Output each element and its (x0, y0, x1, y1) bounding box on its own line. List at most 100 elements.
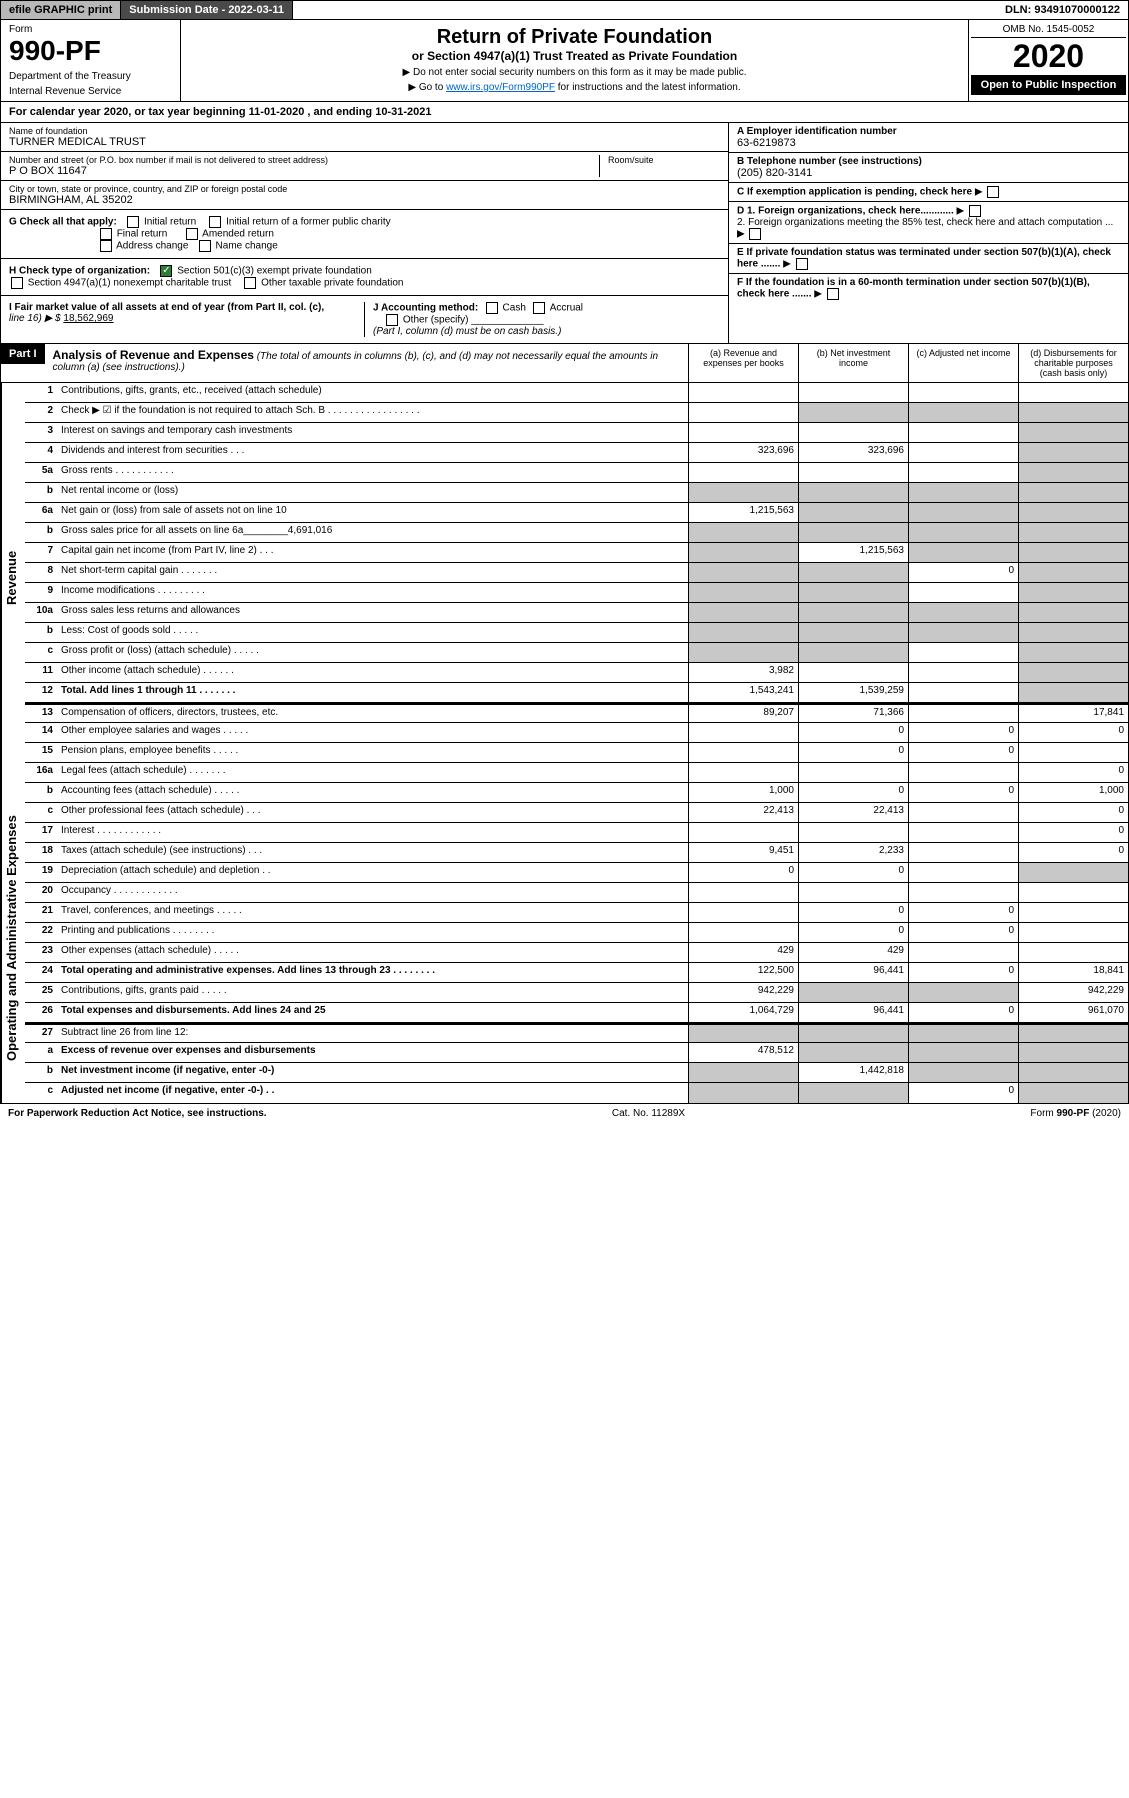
row-num: 13 (25, 705, 57, 722)
row-label: Contributions, gifts, grants, etc., rece… (57, 383, 688, 402)
j-note: (Part I, column (d) must be on cash basi… (373, 326, 561, 337)
cell-d: 17,841 (1018, 705, 1128, 722)
cb-initial-return[interactable] (127, 216, 139, 228)
cell-d (1018, 463, 1128, 482)
cell-c (908, 843, 1018, 862)
cell-d: 961,070 (1018, 1003, 1128, 1022)
cb-foreign-org[interactable] (969, 205, 981, 217)
g-name: Name change (216, 241, 278, 252)
cell-d (1018, 563, 1128, 582)
row-num: b (25, 623, 57, 642)
cb-amended-return[interactable] (186, 228, 198, 240)
table-row: 9Income modifications . . . . . . . . . (25, 583, 1128, 603)
cell-c (908, 383, 1018, 402)
cell-a (688, 743, 798, 762)
header-right: OMB No. 1545-0052 2020 Open to Public In… (968, 20, 1128, 101)
row-num: 9 (25, 583, 57, 602)
instruction-2: ▶ Go to www.irs.gov/Form990PF for instru… (187, 82, 962, 93)
form-header: Form 990-PF Department of the Treasury I… (0, 20, 1129, 102)
cb-terminated[interactable] (796, 258, 808, 270)
row-num: 26 (25, 1003, 57, 1022)
row-label: Net rental income or (loss) (57, 483, 688, 502)
cb-address-change[interactable] (100, 240, 112, 252)
j-label: J Accounting method: (373, 303, 478, 314)
cell-b: 22,413 (798, 803, 908, 822)
cell-d: 1,000 (1018, 783, 1128, 802)
cell-c (908, 583, 1018, 602)
cb-other-method[interactable] (386, 314, 398, 326)
h-501c3: Section 501(c)(3) exempt private foundat… (177, 266, 372, 277)
cb-60-month[interactable] (827, 288, 839, 300)
row-num: b (25, 1063, 57, 1082)
row-num: 14 (25, 723, 57, 742)
table-row: 1Contributions, gifts, grants, etc., rec… (25, 383, 1128, 403)
table-row: 19Depreciation (attach schedule) and dep… (25, 863, 1128, 883)
cell-d (1018, 503, 1128, 522)
row-label: Interest . . . . . . . . . . . . (57, 823, 688, 842)
h-4947: Section 4947(a)(1) nonexempt charitable … (28, 278, 231, 289)
row-num: 3 (25, 423, 57, 442)
cb-85-test[interactable] (749, 228, 761, 240)
cell-b (798, 603, 908, 622)
cell-a (688, 423, 798, 442)
cell-b (798, 983, 908, 1002)
table-row: 20Occupancy . . . . . . . . . . . . (25, 883, 1128, 903)
table-row: 8Net short-term capital gain . . . . . .… (25, 563, 1128, 583)
cb-other-taxable[interactable] (244, 277, 256, 289)
cell-b (798, 1025, 908, 1042)
cell-b (798, 1043, 908, 1062)
instr2-pre: ▶ Go to (408, 82, 446, 93)
row-label: Depreciation (attach schedule) and deple… (57, 863, 688, 882)
form990pf-link[interactable]: www.irs.gov/Form990PF (446, 82, 555, 93)
cell-d (1018, 483, 1128, 502)
h-label: H Check type of organization: (9, 266, 150, 277)
name-cell: Name of foundation TURNER MEDICAL TRUST (1, 123, 728, 152)
table-row: 25Contributions, gifts, grants paid . . … (25, 983, 1128, 1003)
row-num: 24 (25, 963, 57, 982)
cb-exemption-pending[interactable] (987, 186, 999, 198)
cell-d (1018, 443, 1128, 462)
info-right: A Employer identification number 63-6219… (728, 123, 1128, 343)
omb-number: OMB No. 1545-0052 (971, 22, 1126, 38)
cell-c: 0 (908, 903, 1018, 922)
cell-a (688, 523, 798, 542)
table-row: 14Other employee salaries and wages . . … (25, 723, 1128, 743)
cell-b (798, 563, 908, 582)
cell-d (1018, 603, 1128, 622)
cell-a: 1,215,563 (688, 503, 798, 522)
cb-final-return[interactable] (100, 228, 112, 240)
cb-name-change[interactable] (199, 240, 211, 252)
cell-c: 0 (908, 563, 1018, 582)
cell-c (908, 423, 1018, 442)
revenue-side-label: Revenue (1, 383, 25, 773)
row-label: Net gain or (loss) from sale of assets n… (57, 503, 688, 522)
table-row: cOther professional fees (attach schedul… (25, 803, 1128, 823)
cb-501c3[interactable] (160, 265, 172, 277)
cell-a (688, 563, 798, 582)
header-center: Return of Private Foundation or Section … (181, 20, 968, 101)
row-num: 4 (25, 443, 57, 462)
ein-cell: A Employer identification number 63-6219… (729, 123, 1128, 153)
cb-initial-former[interactable] (209, 216, 221, 228)
row-label: Less: Cost of goods sold . . . . . (57, 623, 688, 642)
cell-d (1018, 423, 1128, 442)
cb-accrual[interactable] (533, 302, 545, 314)
cell-c: 0 (908, 1083, 1018, 1103)
top-bar: efile GRAPHIC print Submission Date - 20… (0, 0, 1129, 20)
cell-d (1018, 943, 1128, 962)
cell-d: 0 (1018, 823, 1128, 842)
cell-a (688, 923, 798, 942)
cell-d (1018, 543, 1128, 562)
cell-d (1018, 583, 1128, 602)
cell-c (908, 803, 1018, 822)
cell-a (688, 763, 798, 782)
row-label: Other employee salaries and wages . . . … (57, 723, 688, 742)
cb-cash[interactable] (486, 302, 498, 314)
cell-a (688, 643, 798, 662)
g-label: G Check all that apply: (9, 217, 117, 228)
cell-d (1018, 923, 1128, 942)
cb-4947[interactable] (11, 277, 23, 289)
cell-c (908, 1063, 1018, 1082)
g-addr: Address change (116, 241, 188, 252)
cell-d (1018, 643, 1128, 662)
